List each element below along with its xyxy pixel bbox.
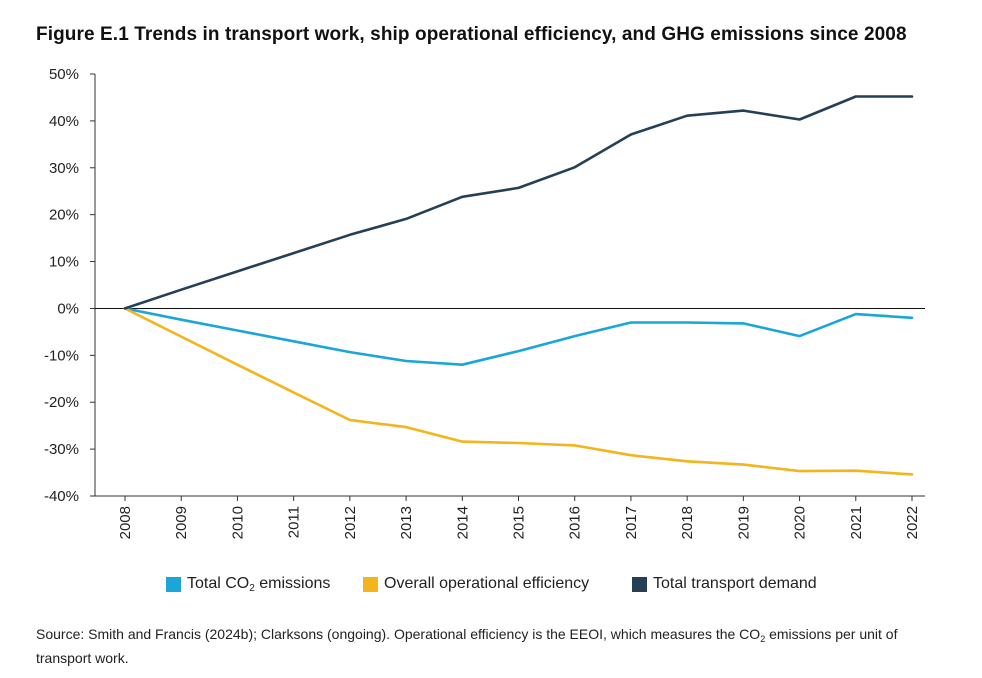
legend-item-co2: Total CO2 emissions — [166, 575, 330, 594]
x-tick-label: 2017 — [623, 506, 640, 539]
chart-title: Figure E.1 Trends in transport work, shi… — [36, 24, 907, 45]
series-demand-line — [123, 95, 914, 310]
legend-label-co2: Total CO2 emissions — [187, 575, 331, 594]
y-tick-label: 0% — [57, 300, 79, 317]
y-tick-label: -30% — [44, 441, 79, 458]
x-tick-label: 2013 — [398, 506, 415, 539]
legend-swatch-demand — [632, 576, 647, 592]
y-tick-label: -10% — [44, 347, 79, 364]
x-tick-label: 2015 — [511, 506, 528, 539]
x-tick-label: 2021 — [848, 506, 865, 539]
x-tick-label: 2022 — [904, 506, 921, 539]
legend-item-efficiency: Overall operational efficiency — [363, 575, 589, 593]
x-tick-label: 2019 — [735, 506, 752, 539]
y-tick-label: -20% — [44, 394, 79, 411]
x-tick-label: 2018 — [679, 506, 696, 539]
y-tick-label: 20% — [49, 207, 79, 224]
series-efficiency-line — [123, 307, 914, 476]
y-tick-label: 40% — [49, 113, 79, 130]
y-tick-label: 50% — [49, 66, 79, 83]
x-tick-label: 2014 — [454, 506, 471, 539]
legend-swatch-efficiency — [363, 576, 378, 592]
y-axis: 50% 40% 30% 20% 10% 0% -10% -20% -30% -40% — [44, 66, 96, 505]
x-tick-label: 2016 — [567, 506, 584, 539]
x-tick-label: 2012 — [342, 506, 359, 539]
y-tick-label: -40% — [44, 488, 79, 505]
legend-label-efficiency: Overall operational efficiency — [384, 575, 590, 592]
series-layer — [123, 95, 914, 476]
source-note: Source: Smith and Francis (2024b); Clark… — [36, 626, 898, 666]
line-chart: 50%40%30%20%10%0%-10%-20%-30%-40% 2008 20… — [44, 66, 925, 539]
x-tick-label: 2010 — [229, 506, 246, 539]
legend-label-demand: Total transport demand — [653, 575, 817, 592]
x-tick-label: 2011 — [286, 506, 303, 538]
x-tick-label: 2008 — [117, 506, 134, 539]
x-axis: 2008 2009 2010 2011 2012 2013 2014 2015 2016 2017… — [95, 307, 925, 539]
legend-swatch-co2 — [166, 577, 181, 592]
y-tick-label: 30% — [49, 160, 79, 177]
series-co2-line — [123, 307, 914, 367]
legend-item-demand: Total transport demand — [632, 575, 817, 593]
y-tick-label: 10% — [49, 254, 79, 271]
x-tick-label: 2009 — [173, 506, 190, 539]
x-tick-label: 2020 — [792, 506, 809, 539]
